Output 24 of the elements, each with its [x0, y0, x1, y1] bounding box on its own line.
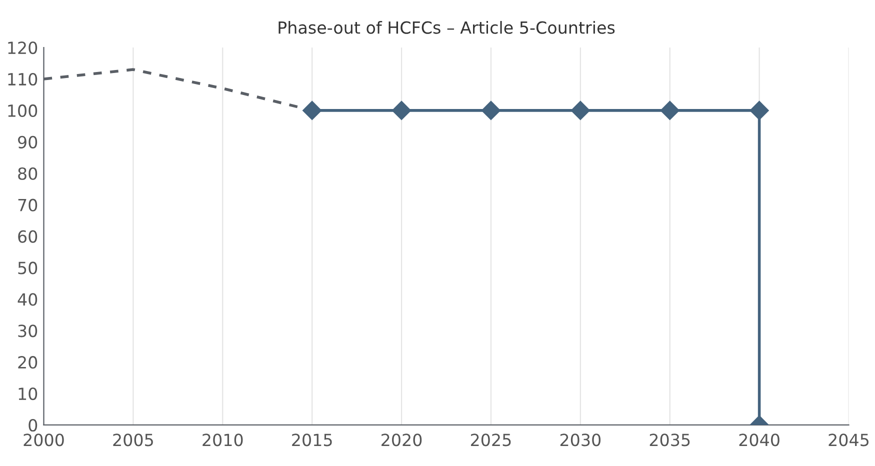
y-tick-label: 80 [18, 167, 38, 180]
x-tick-label: 2010 [202, 434, 243, 446]
y-tick-label: 50 [18, 262, 38, 274]
y-tick-label: 120 [8, 41, 38, 54]
y-tick-label: 110 [8, 72, 38, 86]
x-tick-label: 2035 [650, 434, 690, 446]
x-tick-label: 2045 [828, 434, 868, 446]
x-tick-label: 2015 [292, 434, 332, 446]
x-tick-label: 2030 [560, 434, 601, 446]
y-tick-label: 70 [18, 198, 38, 212]
x-tick-label: 2040 [739, 434, 780, 446]
y-tick-label: 40 [18, 293, 38, 306]
y-tick-label: 100 [8, 104, 38, 118]
y-tick-label: 60 [18, 230, 38, 243]
y-tick-label: 90 [18, 136, 38, 148]
y-tick-label: 10 [18, 388, 38, 400]
x-tick-label: 2005 [113, 434, 153, 446]
y-tick-label: 30 [18, 324, 38, 338]
y-tick-label: 0 [28, 418, 38, 432]
y-tick-label: 20 [18, 356, 38, 369]
x-tick-label: 2025 [470, 434, 511, 446]
x-tick-label: 2020 [382, 434, 422, 446]
x-tick-label: 2000 [24, 434, 64, 446]
chart-title: Phase-out of HCFCs – Article 5-Countries [278, 20, 615, 34]
